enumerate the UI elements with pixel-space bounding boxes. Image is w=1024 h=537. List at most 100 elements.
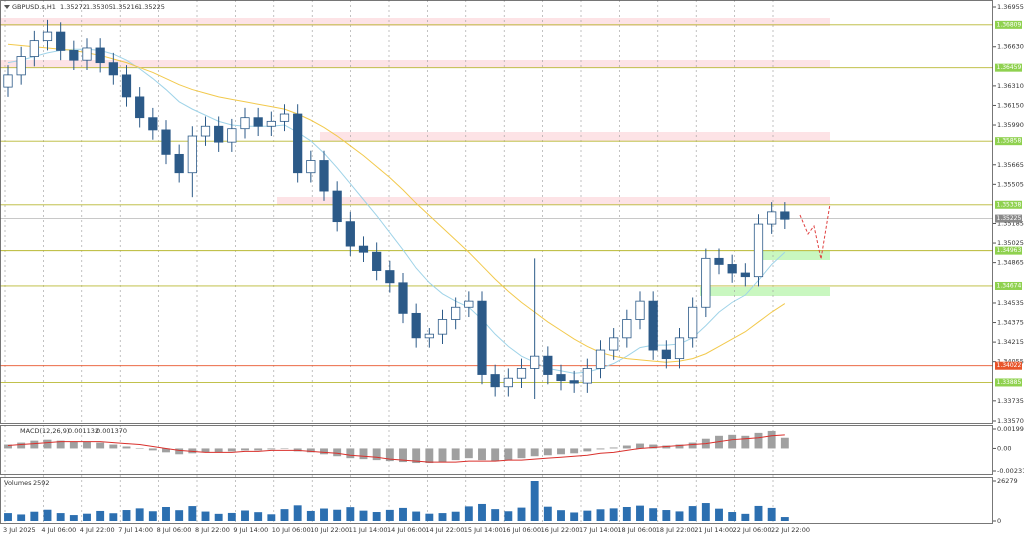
candle-body	[3, 74, 13, 88]
volume-bar	[333, 509, 342, 521]
macd-bar	[399, 448, 407, 463]
volume-reading: 2592	[33, 479, 50, 487]
volume-bar	[320, 508, 328, 521]
volume-bar	[451, 511, 460, 521]
x-tick-label: 4 Jul 22:00	[80, 526, 115, 534]
candle-body	[121, 74, 132, 98]
x-tick-label: 4 Jul 06:00	[41, 526, 76, 534]
candle-body	[240, 117, 250, 130]
macd-y-tick-label: 0.001998	[997, 425, 1024, 433]
macd-bar	[241, 448, 249, 451]
y-tick-label: 1.35990	[997, 121, 1024, 129]
volume-bar	[372, 512, 381, 521]
level-label-bg	[995, 361, 1022, 370]
volume-frame	[0, 477, 993, 524]
candle-body	[332, 190, 342, 223]
candle-body	[648, 300, 658, 351]
volume-bar	[241, 510, 249, 521]
candle-body	[187, 135, 197, 174]
macd-signal	[7, 434, 785, 463]
level-label-bg	[995, 200, 1022, 209]
x-tick-label: 21 Jul 14:00	[694, 526, 733, 534]
candle-body	[214, 125, 224, 143]
volume-bar	[359, 510, 368, 521]
x-tick-label: 22 Jul 06:00	[733, 526, 772, 534]
macd-bar	[56, 440, 65, 449]
x-tick-label: 10 Jul 06:00	[272, 526, 311, 534]
y-tick-label: 1.35185	[997, 219, 1024, 227]
macd-frame	[0, 425, 993, 475]
ohlc-value: 1.35305	[86, 3, 113, 11]
level-label: 1.35225	[997, 215, 1022, 222]
x-tick-label: 8 Jul 22:00	[195, 526, 230, 534]
macd-bar	[754, 432, 763, 449]
candle-body	[543, 355, 553, 375]
macd-bar	[649, 444, 658, 449]
macd-bar	[478, 448, 486, 461]
macd-bar	[280, 448, 289, 449]
volume-bar	[649, 508, 658, 521]
candle-body	[398, 282, 408, 314]
supply-zone	[277, 197, 830, 205]
volume-bar	[17, 514, 26, 521]
x-tick-label: 14 Jul 06:00	[387, 526, 426, 534]
macd-bar	[596, 448, 605, 450]
volume-bar	[425, 513, 434, 521]
candle-body	[464, 300, 474, 308]
candle-body	[42, 31, 53, 42]
macd-bar	[43, 439, 52, 449]
volume-bar	[175, 510, 184, 521]
x-tick-label: 7 Jul 14:00	[118, 526, 153, 534]
macd-bar	[728, 434, 737, 449]
macd-bar	[557, 448, 565, 455]
candle-body	[161, 129, 171, 155]
x-tick-label: 18 Jul 06:00	[617, 526, 656, 534]
y-tick-label: 1.34865	[997, 259, 1024, 267]
macd-bar	[609, 447, 618, 449]
candle-body	[372, 251, 382, 271]
macd-bar	[412, 448, 421, 464]
y-tick-label: 1.36630	[997, 43, 1024, 51]
level-label: 1.35858	[997, 138, 1022, 145]
macd-bar	[675, 444, 684, 449]
macd-bar	[69, 441, 78, 449]
x-tick-label: 10 Jul 22:00	[310, 526, 349, 534]
volume-bar	[30, 511, 39, 521]
collapse-icon[interactable]	[4, 5, 10, 9]
macd-bar	[359, 448, 368, 460]
x-tick-label: 3 Jul 2025	[3, 526, 36, 534]
candle-body	[82, 47, 92, 61]
candle-body	[29, 40, 39, 57]
volume-bar	[385, 509, 394, 521]
candle-body	[385, 270, 395, 284]
candle-body	[582, 368, 592, 384]
candle-body	[16, 56, 26, 76]
candle-body	[753, 223, 764, 278]
macd-bar	[175, 448, 184, 455]
volume-bar	[201, 511, 210, 521]
y-tick-label: 1.36955	[997, 3, 1024, 11]
macd-y-tick-label: 0.00	[997, 444, 1011, 452]
y-tick-label: 1.35665	[997, 161, 1024, 169]
volume-bar	[438, 513, 447, 521]
macd-bar	[333, 448, 342, 457]
macd-bar	[162, 448, 170, 453]
y-tick-label: 1.33735	[997, 397, 1024, 405]
macd-bar	[385, 448, 394, 462]
y-tick-label: 1.34375	[997, 319, 1024, 327]
candle-body	[293, 113, 303, 174]
volume-bar	[504, 511, 513, 521]
candle-body	[674, 337, 685, 360]
macd-bar	[320, 448, 328, 455]
volume-bar	[96, 510, 105, 521]
candle-body	[477, 300, 487, 375]
forecast-path	[799, 203, 831, 260]
volume-bar	[280, 509, 289, 521]
volume-y-tick-label: 0	[997, 517, 1001, 525]
x-tick-label: 15 Jul 14:00	[464, 526, 503, 534]
macd-bar	[530, 448, 539, 457]
volume-bar	[543, 506, 552, 521]
macd-bar	[636, 443, 644, 449]
